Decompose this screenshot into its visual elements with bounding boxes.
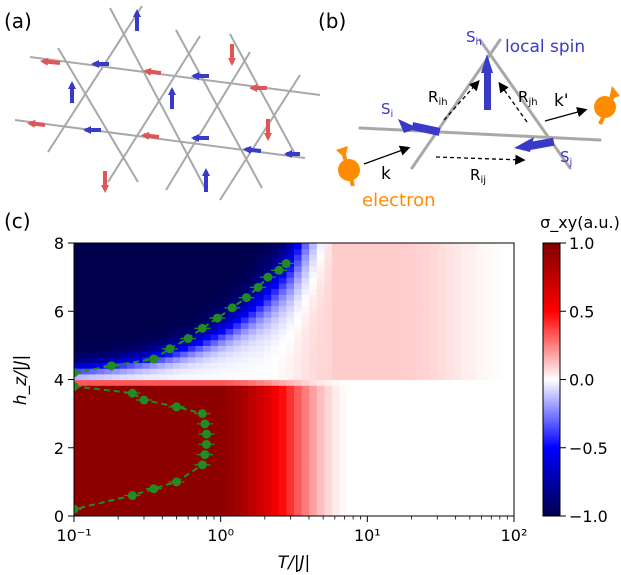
label-local-spin: local spin xyxy=(505,37,585,57)
data-point xyxy=(74,368,79,378)
data-point xyxy=(212,313,222,323)
data-point xyxy=(149,484,159,494)
y-tick-label: 0 xyxy=(54,507,64,526)
data-point xyxy=(253,282,263,292)
y-axis-label: h_z/|J| xyxy=(11,355,31,405)
spin-i-icon xyxy=(398,119,441,136)
colorbar-ticks: 1.0 0.5 0.0 −0.5 −1.0 xyxy=(560,234,608,526)
y-axis: 0 2 4 6 8 xyxy=(54,234,74,526)
panel-b: (b) Sh local spin Si Sj xyxy=(318,9,620,211)
data-point xyxy=(200,419,210,429)
label-r-ih: Rih xyxy=(428,88,448,108)
data-point xyxy=(197,460,207,470)
data-point xyxy=(200,450,210,460)
x-tick-label: 10⁻¹ xyxy=(56,526,91,545)
data-point xyxy=(172,477,182,487)
kagome-lattice xyxy=(14,5,321,201)
spin-j-icon xyxy=(514,137,555,152)
phase-boundaries xyxy=(74,258,295,514)
data-point xyxy=(274,265,284,275)
data-point xyxy=(241,293,251,303)
data-point xyxy=(263,272,273,282)
y-tick-label: 8 xyxy=(54,234,64,253)
data-point xyxy=(197,409,207,419)
colorbar-tick-label: 1.0 xyxy=(569,234,594,253)
panel-b-label: (b) xyxy=(318,9,346,33)
k-prime-arrow xyxy=(544,107,588,122)
label-electron: electron xyxy=(362,190,436,211)
colorbar-tick-label: −0.5 xyxy=(569,439,608,458)
x-tick-label: 10¹ xyxy=(354,526,381,545)
panel-a: (a) xyxy=(4,5,321,201)
panel-a-label: (a) xyxy=(4,9,32,33)
data-point xyxy=(74,504,79,514)
label-s-j: Sj xyxy=(560,148,572,168)
data-point xyxy=(281,258,291,268)
label-k: k xyxy=(381,164,391,184)
colorbar xyxy=(542,242,561,517)
data-point xyxy=(172,402,182,412)
data-point xyxy=(149,354,159,364)
heatmap xyxy=(74,243,514,516)
x-tick-label: 10⁰ xyxy=(207,526,234,545)
colorbar-tick-label: 0.5 xyxy=(569,302,594,321)
x-axis: 10⁻¹ 10⁰ 10¹ 10² xyxy=(56,516,527,545)
r-arrows xyxy=(435,80,528,165)
data-point xyxy=(127,491,137,501)
data-point xyxy=(201,439,211,449)
data-point xyxy=(106,361,116,371)
colorbar-tick-label: 0.0 xyxy=(569,371,594,390)
label-s-i: Si xyxy=(381,100,393,120)
data-point xyxy=(127,388,137,398)
k-arrow xyxy=(363,145,411,165)
data-point xyxy=(165,344,175,354)
y-tick-label: 2 xyxy=(54,439,64,458)
data-point xyxy=(139,395,149,405)
label-k-prime: k' xyxy=(554,91,569,111)
electron-out-icon xyxy=(594,86,620,125)
colorbar-tick-label: −1.0 xyxy=(569,507,608,526)
x-axis-label: T/|J| xyxy=(278,553,311,573)
data-point xyxy=(183,334,193,344)
y-tick-label: 4 xyxy=(54,371,64,390)
data-point xyxy=(74,381,79,391)
y-tick-label: 6 xyxy=(54,302,64,321)
panel-c-label: (c) xyxy=(4,209,31,233)
label-r-ij: Rij xyxy=(470,166,486,186)
spin-h-icon xyxy=(481,54,493,110)
electron-in-icon xyxy=(336,146,360,187)
x-tick-label: 10² xyxy=(501,526,528,545)
colorbar-title: σ_xy(a.u.) xyxy=(540,213,620,233)
data-point xyxy=(227,303,237,313)
label-r-jh: Rjh xyxy=(518,88,538,108)
data-point xyxy=(201,429,211,439)
panel-c: (c) 10⁻¹ 10⁰ 10¹ 10² 0 2 4 6 8 T/|J| h_z/|J| 1.… xyxy=(4,209,620,573)
data-point xyxy=(197,323,207,333)
label-s-h: Sh xyxy=(466,28,482,48)
